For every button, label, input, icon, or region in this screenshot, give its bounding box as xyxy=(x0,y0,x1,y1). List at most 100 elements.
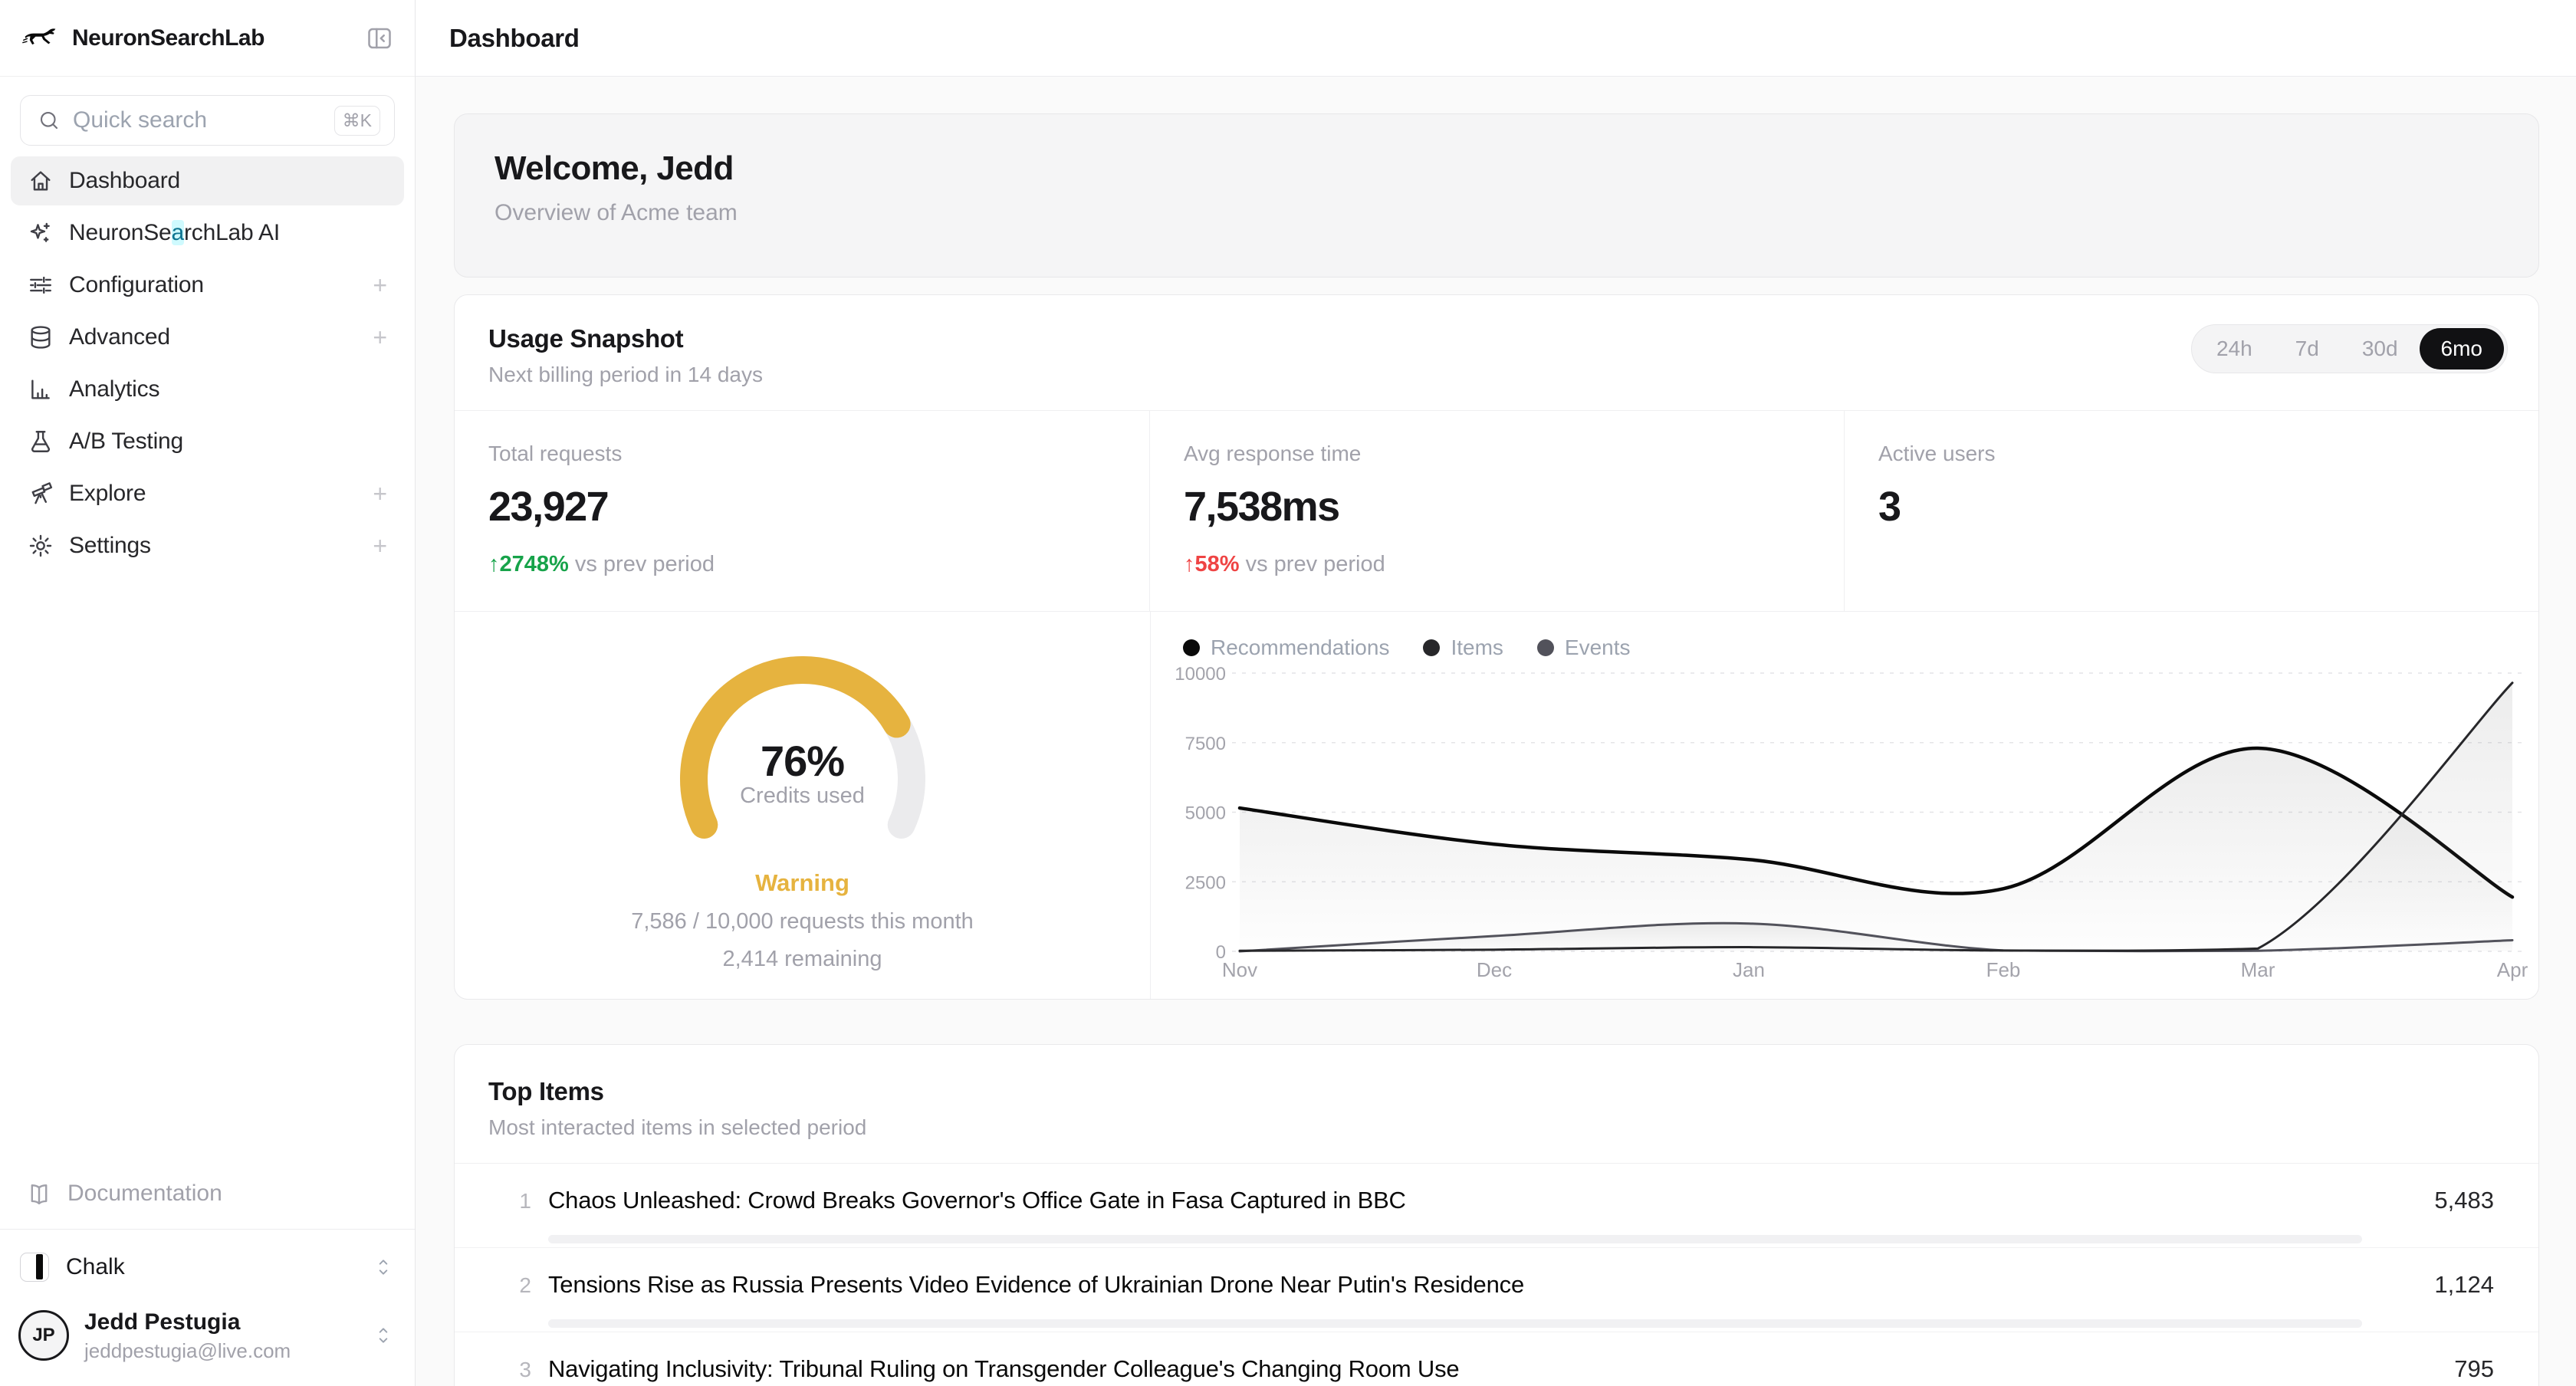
gauge-status-badge: Warning xyxy=(755,869,849,896)
sidebar-item-label: NeuronSearchLab AI xyxy=(69,220,280,245)
theme-selector[interactable]: Chalk xyxy=(0,1230,415,1288)
sidebar-item-dashboard[interactable]: Dashboard xyxy=(11,156,404,205)
gauge-percent: 76% xyxy=(760,737,845,785)
svg-text:Dec: Dec xyxy=(1477,958,1512,981)
expand-plus-icon[interactable]: + xyxy=(373,271,387,299)
search-placeholder: Quick search xyxy=(73,107,208,133)
legend-item: Recommendations xyxy=(1183,636,1389,660)
chart-legend: Recommendations Items Events xyxy=(1183,635,2538,661)
stat-label: Avg response time xyxy=(1184,442,1362,465)
item-rank: 2 xyxy=(519,1273,531,1297)
sidebar-item-label: Configuration xyxy=(69,272,204,297)
item-title: Tensions Rise as Russia Presents Video E… xyxy=(548,1271,1524,1298)
sidebar-item-label: A/B Testing xyxy=(69,429,184,454)
search-icon xyxy=(40,111,58,130)
stat-value: 23,927 xyxy=(488,484,610,530)
sparkles-icon xyxy=(30,222,50,242)
book-open-icon xyxy=(31,1184,48,1204)
stat-label: Total requests xyxy=(488,442,623,465)
time-range-selector: 24h 7d 30d 6mo xyxy=(2190,324,2508,373)
chevrons-up-down-icon xyxy=(379,1259,388,1275)
sidebar-footer: Documentation Chalk JP Jedd Pestugia jed… xyxy=(0,1169,415,1386)
bar-chart-icon xyxy=(31,379,50,399)
range-6mo-button[interactable]: 6mo xyxy=(2419,328,2504,369)
item-rank: 3 xyxy=(519,1358,531,1381)
gauge-caption: Credits used xyxy=(740,783,865,808)
top-items-subtitle: Most interacted items in selected period xyxy=(488,1115,867,1139)
svg-text:Feb: Feb xyxy=(1986,958,2021,981)
item-bar-track xyxy=(548,1319,2362,1328)
user-menu[interactable]: JP Jedd Pestugia jeddpestugia@live.com xyxy=(0,1288,415,1386)
stat-value: 7,538ms xyxy=(1184,484,1340,530)
search-input[interactable]: Quick search ⌘K xyxy=(20,95,395,146)
expand-plus-icon[interactable]: + xyxy=(373,531,387,560)
stat-delta: ↑2748% vs prev period xyxy=(488,552,715,576)
usage-chart-panel: Recommendations Items Events 10000 7500 50… xyxy=(1151,612,2538,999)
sidebar-item-advanced[interactable]: Advanced + xyxy=(11,313,404,362)
sidebar-item-label: Analytics xyxy=(69,376,160,402)
range-7d-button[interactable]: 7d xyxy=(2295,337,2319,360)
gear-icon xyxy=(29,534,52,557)
flask-icon xyxy=(31,431,50,452)
legend-item: Events xyxy=(1536,636,1631,660)
item-value: 1,124 xyxy=(2434,1271,2494,1298)
avatar: JP xyxy=(18,1309,69,1361)
main-area: Dashboard Welcome, Jedd Overview of Acme… xyxy=(416,0,2576,1386)
item-value: 5,483 xyxy=(2434,1187,2494,1214)
legend-dot xyxy=(1183,639,1200,656)
expand-plus-icon[interactable]: + xyxy=(373,479,387,507)
item-bar-track xyxy=(548,1235,2362,1243)
top-items-title: Top Items xyxy=(488,1077,604,1105)
gauge-remaining-line: 2,414 remaining xyxy=(722,947,882,971)
svg-text:7500: 7500 xyxy=(1185,734,1226,754)
topbar: Dashboard xyxy=(416,0,2576,77)
sidebar-item-settings[interactable]: Settings + xyxy=(11,521,404,570)
sidebar-item-label: Dashboard xyxy=(69,168,180,193)
collapse-sidebar-icon[interactable] xyxy=(366,25,393,52)
database-icon xyxy=(31,326,51,349)
credits-gauge: 76% Credits used Warning 7,586 / 10,000 … xyxy=(455,612,1151,999)
expand-plus-icon[interactable]: + xyxy=(373,323,387,351)
search-shortcut-badge: ⌘K xyxy=(334,105,380,136)
documentation-link[interactable]: Documentation xyxy=(0,1169,415,1218)
svg-text:0: 0 xyxy=(1216,942,1226,963)
sidebar-item-neuronsearchlab-ai[interactable]: NeuronSearchLab AI xyxy=(11,209,404,258)
brand-name: NeuronSearchLab xyxy=(72,25,264,51)
sidebar-item-configuration[interactable]: Configuration + xyxy=(11,261,404,310)
legend-dot xyxy=(1423,639,1441,656)
user-email: jeddpestugia@live.com xyxy=(84,1339,291,1362)
gauge-arc xyxy=(679,656,925,839)
stat-delta: ↑58% vs prev period xyxy=(1184,552,1385,576)
item-title: Chaos Unleashed: Crowd Breaks Governor's… xyxy=(548,1187,1406,1214)
sidebar-header: NeuronSearchLab xyxy=(0,0,415,77)
table-row[interactable]: 2 Tensions Rise as Russia Presents Video… xyxy=(455,1248,2538,1332)
legend-label: Recommendations xyxy=(1211,636,1390,659)
table-row[interactable]: 3 Navigating Inclusivity: Tribunal Rulin… xyxy=(455,1332,2538,1386)
sidebar-item-explore[interactable]: Explore + xyxy=(11,469,404,518)
legend-label: Items xyxy=(1451,636,1503,659)
usage-snapshot-card: Usage Snapshot Next billing period in 14… xyxy=(454,294,2539,1000)
svg-text:Nov: Nov xyxy=(1222,958,1257,981)
range-30d-button[interactable]: 30d xyxy=(2361,337,2398,360)
user-name: Jedd Pestugia xyxy=(84,1309,241,1335)
stat-value: 3 xyxy=(1878,484,1901,530)
svg-text:5000: 5000 xyxy=(1185,803,1226,824)
highlighted-letter: a xyxy=(171,220,184,245)
item-rank: 1 xyxy=(519,1189,531,1213)
top-items-card: Top Items Most interacted items in selec… xyxy=(454,1044,2539,1386)
sliders-icon xyxy=(30,276,51,294)
sidebar-item-analytics[interactable]: Analytics xyxy=(11,365,404,414)
sidebar-item-label: Explore xyxy=(69,481,146,506)
stat-active-users: Active users 3 xyxy=(1844,411,2538,611)
range-24h-button[interactable]: 24h xyxy=(2216,337,2252,360)
svg-text:10000: 10000 xyxy=(1175,664,1226,685)
chevrons-up-down-icon xyxy=(379,1328,388,1343)
welcome-subtitle: Overview of Acme team xyxy=(495,200,738,225)
sidebar-item-label: Settings xyxy=(69,533,151,558)
usage-header: Usage Snapshot Next billing period in 14… xyxy=(455,295,2538,410)
table-row[interactable]: 1 Chaos Unleashed: Crowd Breaks Governor… xyxy=(455,1164,2538,1248)
stat-avg-response-time: Avg response time 7,538ms ↑58% vs prev p… xyxy=(1149,411,1844,611)
legend-label: Events xyxy=(1564,636,1631,659)
welcome-banner: Welcome, Jedd Overview of Acme team xyxy=(454,113,2539,278)
sidebar-item-ab-testing[interactable]: A/B Testing xyxy=(11,417,404,466)
